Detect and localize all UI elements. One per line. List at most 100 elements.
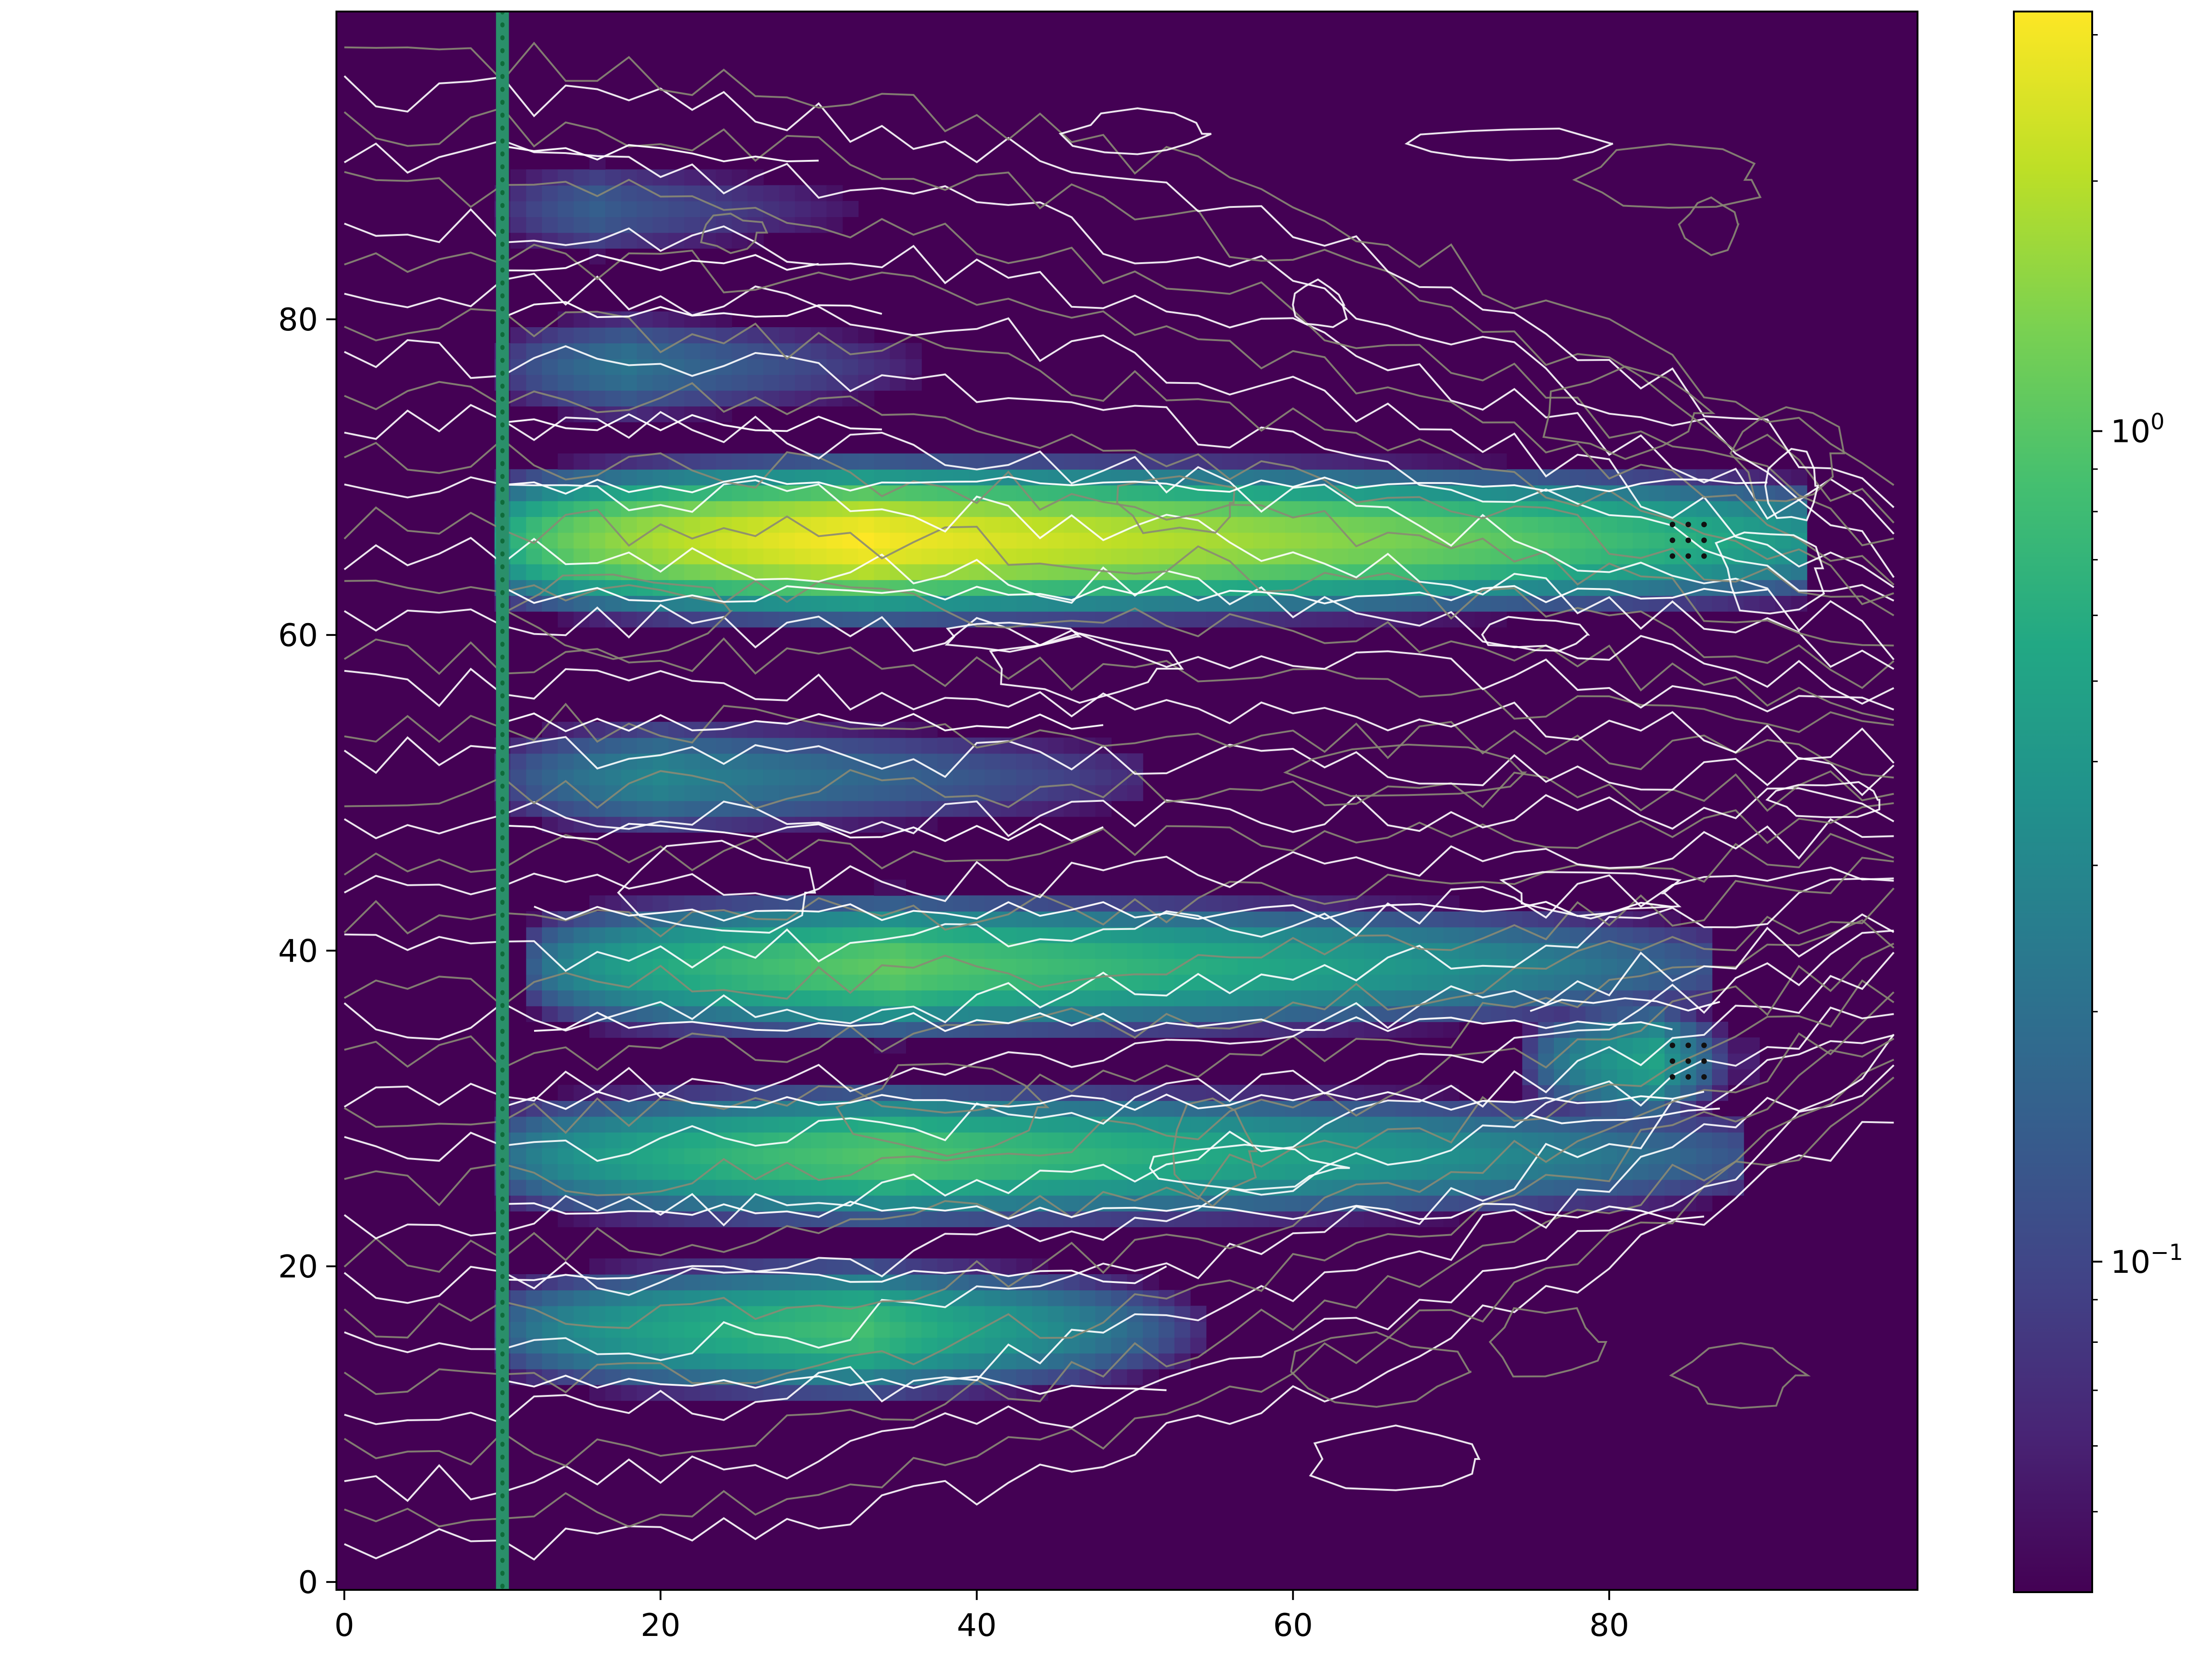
heatmap-cell bbox=[1553, 959, 1570, 975]
heatmap-cell bbox=[573, 1132, 590, 1148]
heatmap-cell bbox=[1395, 595, 1412, 612]
heatmap-cell bbox=[589, 1258, 606, 1275]
marker-point bbox=[1685, 553, 1691, 559]
heatmap-cell bbox=[921, 942, 938, 959]
heatmap-cell bbox=[573, 564, 590, 580]
heatmap-cell bbox=[906, 343, 922, 359]
heatmap-cell bbox=[1174, 500, 1191, 517]
heatmap-cell bbox=[621, 1085, 637, 1101]
heatmap-cell bbox=[1490, 564, 1507, 580]
heatmap-cell bbox=[1032, 1353, 1048, 1370]
heatmap-cell bbox=[1443, 927, 1459, 943]
heatmap-cell bbox=[1095, 753, 1112, 770]
heatmap-cell bbox=[1095, 1148, 1112, 1165]
heatmap-cell bbox=[668, 1164, 685, 1180]
heatmap-cell bbox=[1395, 974, 1412, 991]
contour-island bbox=[1283, 743, 1527, 797]
heatmap-cell bbox=[621, 942, 637, 959]
contour-line bbox=[344, 1037, 1894, 1395]
heatmap-cell bbox=[794, 990, 812, 1006]
heatmap-cell bbox=[700, 1274, 717, 1291]
heatmap-cell bbox=[605, 974, 622, 991]
contour-line bbox=[344, 1064, 1894, 1502]
heatmap-cell bbox=[558, 1085, 574, 1101]
heatmap-cell bbox=[542, 990, 559, 1006]
heatmap-cell bbox=[1032, 1290, 1048, 1306]
heatmap-cell bbox=[794, 532, 812, 549]
heatmap-cell bbox=[969, 1384, 985, 1401]
heatmap-cell bbox=[668, 1274, 685, 1291]
heatmap-cell bbox=[842, 927, 859, 943]
contour-line bbox=[343, 877, 1894, 1041]
heatmap-cell bbox=[969, 1132, 985, 1148]
heatmap-cell bbox=[1142, 500, 1159, 517]
heatmap-cell bbox=[605, 895, 622, 912]
heatmap-cell bbox=[842, 500, 859, 517]
heatmap-cell bbox=[1237, 1195, 1254, 1212]
heatmap-cell bbox=[1601, 532, 1618, 549]
heatmap-cell bbox=[747, 343, 764, 359]
heatmap-cell bbox=[605, 217, 622, 233]
heatmap-cell bbox=[589, 390, 606, 407]
heatmap-cell bbox=[826, 469, 843, 486]
heatmap-cell bbox=[969, 942, 985, 959]
heatmap-cell bbox=[573, 1006, 590, 1022]
heatmap-cell bbox=[1570, 564, 1586, 580]
heatmap-cell bbox=[573, 201, 590, 218]
heatmap-cell bbox=[731, 1006, 748, 1022]
heatmap-cell bbox=[700, 1148, 717, 1165]
heatmap-cell bbox=[1253, 595, 1270, 612]
heatmap-cell bbox=[811, 217, 827, 233]
heatmap-cell bbox=[1380, 911, 1396, 928]
heatmap-cell bbox=[1427, 1195, 1444, 1212]
heatmap-cell bbox=[811, 800, 827, 817]
heatmap-cell bbox=[984, 548, 1001, 565]
heatmap-cell bbox=[1427, 927, 1444, 943]
contour-island bbox=[1481, 616, 1590, 652]
heatmap-cell bbox=[1285, 517, 1301, 533]
heatmap-cell bbox=[668, 532, 685, 549]
heatmap-cell bbox=[826, 201, 843, 218]
heatmap-cell bbox=[763, 722, 780, 738]
heatmap-cell bbox=[731, 1148, 748, 1165]
heatmap-cell bbox=[889, 769, 906, 786]
heatmap-cell bbox=[889, 927, 906, 943]
heatmap-cell bbox=[1190, 1321, 1206, 1338]
heatmap-cell bbox=[1047, 1290, 1065, 1306]
heatmap-cell bbox=[1585, 517, 1602, 533]
heatmap-cell bbox=[1617, 1179, 1634, 1196]
heatmap-cell bbox=[668, 769, 685, 786]
heatmap-cell bbox=[1601, 1006, 1618, 1022]
heatmap-cell bbox=[969, 769, 985, 786]
heatmap-cell bbox=[779, 532, 795, 549]
heatmap-cell bbox=[921, 1306, 938, 1322]
heatmap-cell bbox=[1728, 564, 1744, 580]
heatmap-cell bbox=[937, 990, 953, 1006]
heatmap-cell bbox=[605, 737, 622, 754]
heatmap-cell bbox=[1538, 974, 1554, 991]
heatmap-cell bbox=[605, 453, 622, 470]
contour-island bbox=[700, 212, 769, 254]
heatmap-cell bbox=[1222, 1164, 1238, 1180]
heatmap-cell bbox=[1222, 1085, 1238, 1101]
heatmap-cell bbox=[573, 232, 590, 249]
heatmap-cell bbox=[1142, 1179, 1159, 1196]
heatmap-cell bbox=[1490, 517, 1507, 533]
heatmap-cell bbox=[573, 990, 590, 1006]
heatmap-cell bbox=[526, 217, 542, 233]
heatmap-cell bbox=[731, 548, 748, 565]
heatmap-cell bbox=[969, 564, 985, 580]
heatmap-cell bbox=[1047, 469, 1065, 486]
heatmap-cell bbox=[1633, 1085, 1649, 1101]
heatmap-cell bbox=[1190, 1006, 1206, 1022]
contour-line bbox=[344, 667, 1894, 764]
heatmap-cell bbox=[1064, 532, 1080, 549]
heatmap-cell bbox=[1427, 500, 1444, 517]
heatmap-cell bbox=[1585, 1006, 1602, 1022]
heatmap-cell bbox=[1617, 1037, 1634, 1054]
heatmap-cell bbox=[842, 785, 859, 801]
heatmap-cell bbox=[1032, 485, 1048, 501]
heatmap-cell bbox=[573, 942, 590, 959]
heatmap-cell bbox=[1000, 1353, 1017, 1370]
heatmap-cell bbox=[573, 548, 590, 565]
